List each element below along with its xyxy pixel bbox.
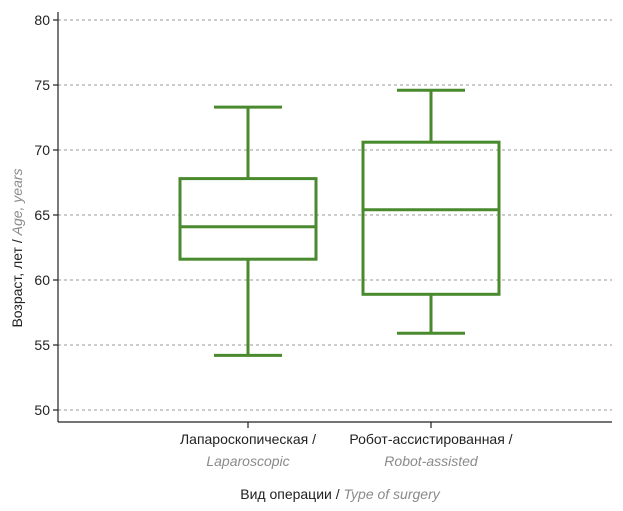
- y-ticks: 50 55 60 65 70 75 80: [34, 12, 58, 418]
- grid-lines: [58, 19, 612, 411]
- iqr-box: [361, 140, 501, 296]
- x-axis-title-ru: Вид операции /: [240, 486, 343, 502]
- y-tick-label-70: 70: [34, 142, 50, 158]
- y-axis-title-en: Age, years: [9, 168, 25, 236]
- y-tick-label-55: 55: [34, 337, 50, 353]
- y-axis-title-ru: Возраст, лет /: [9, 235, 25, 327]
- y-tick-label-65: 65: [34, 207, 50, 223]
- y-tick-label-80: 80: [34, 12, 50, 28]
- y-tick-label-60: 60: [34, 272, 50, 288]
- y-tick-label-50: 50: [34, 402, 50, 418]
- boxes: [178, 88, 501, 357]
- box-2: [361, 88, 501, 335]
- x-category-labels: Лапароскопическая / Laparoscopic Робот-асс…: [180, 422, 513, 469]
- x-category-sublabel-1: Laparoscopic: [206, 453, 289, 469]
- x-category-label-2: Робот-ассистированная /: [349, 431, 512, 447]
- box-1: [178, 105, 318, 357]
- y-axis-title: Возраст, лет / Age, years: [9, 168, 25, 327]
- x-category-label-1: Лапароскопическая /: [180, 431, 316, 447]
- x-axis-title: Вид операции / Type of surgery: [240, 486, 441, 502]
- y-tick-label-75: 75: [34, 77, 50, 93]
- axes: [57, 12, 612, 423]
- x-axis-title-en: Type of surgery: [344, 486, 441, 502]
- x-category-sublabel-2: Robot-assisted: [384, 453, 479, 469]
- iqr-box: [178, 177, 318, 261]
